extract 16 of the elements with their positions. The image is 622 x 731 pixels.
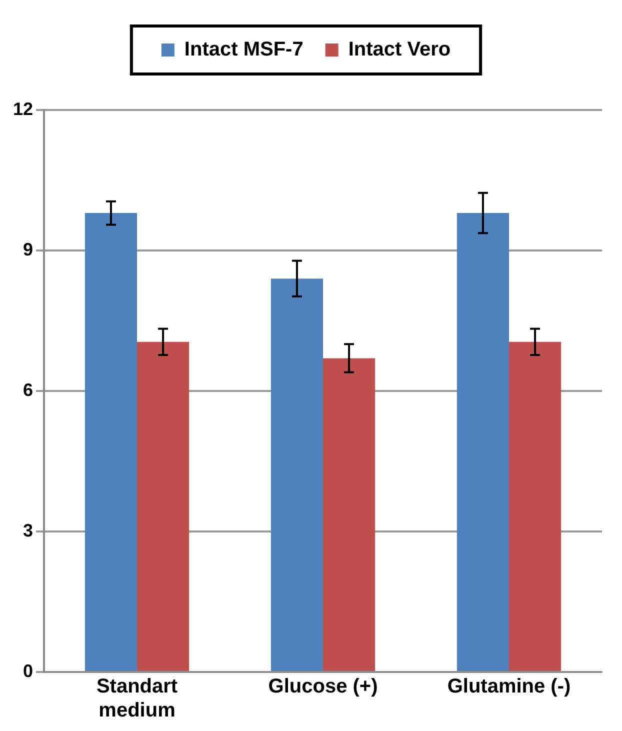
y-tick-label: 6 bbox=[23, 380, 34, 400]
y-tick-label: 12 bbox=[12, 98, 34, 119]
bar bbox=[137, 342, 190, 671]
x-tick-label: Glutamine (-) bbox=[447, 676, 571, 698]
y-tick-label: 3 bbox=[23, 520, 34, 540]
y-tick-label: 9 bbox=[23, 239, 34, 260]
bar bbox=[84, 213, 138, 671]
bar bbox=[509, 342, 562, 671]
y-tick-label: 0 bbox=[23, 660, 34, 681]
x-tick-label: Glucose (+) bbox=[268, 676, 378, 698]
bar bbox=[456, 213, 510, 671]
legend-label: Intact Vero bbox=[348, 38, 451, 61]
legend-label: Intact MSF-7 bbox=[184, 38, 304, 61]
x-tick-label: Standart medium bbox=[96, 676, 178, 722]
bar bbox=[323, 358, 376, 671]
bar bbox=[270, 278, 324, 671]
